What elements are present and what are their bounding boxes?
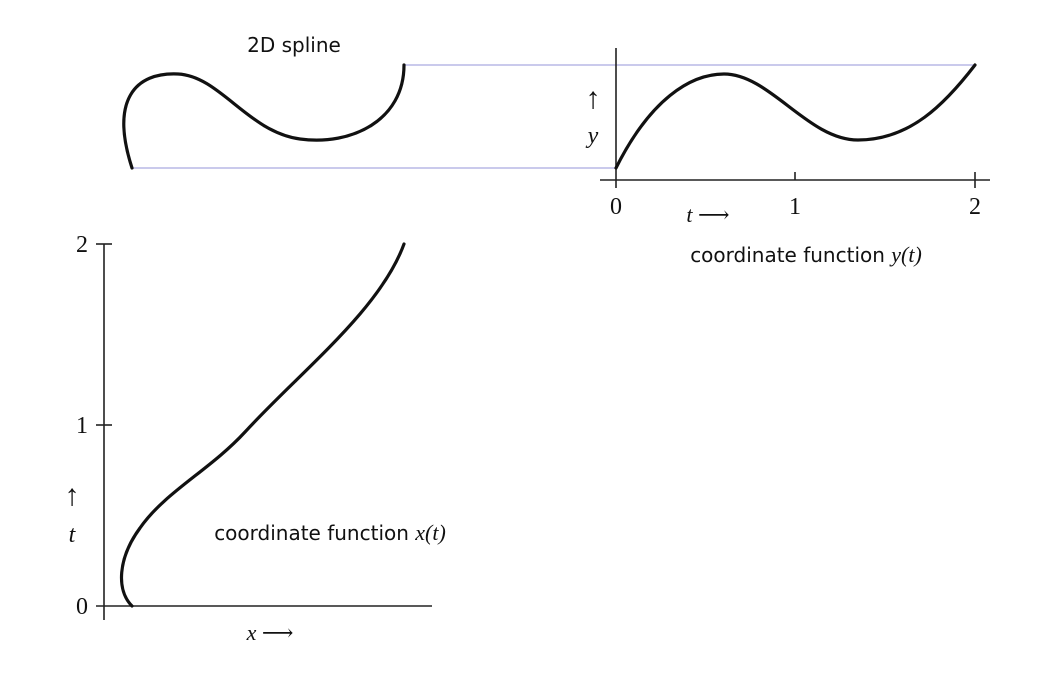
y-of-t-curve <box>616 65 975 168</box>
t-up-arrow-icon: ↑ <box>65 479 80 512</box>
x-tick-label-0: 0 <box>76 594 88 620</box>
x-axis-label: x ⟶ <box>246 620 294 645</box>
x-of-t-curve <box>122 244 404 606</box>
spline-title: 2D spline <box>247 33 341 57</box>
t-tick-label-0: 0 <box>610 194 622 220</box>
y-axis-label: y <box>586 123 599 149</box>
y-up-arrow-icon: ↑ <box>586 82 601 115</box>
t-axis-label-left: t <box>69 522 77 548</box>
x-tick-label-1: 1 <box>76 413 88 439</box>
x-tick-label-2: 2 <box>76 232 88 258</box>
x-caption: coordinate function x(t) <box>214 520 446 545</box>
t-tick-label-2: 2 <box>969 194 981 220</box>
t-tick-label-1: 1 <box>789 194 801 220</box>
spline-curve <box>124 65 404 168</box>
y-caption: coordinate function y(t) <box>690 242 922 267</box>
t-axis-label: t ⟶ <box>686 202 729 227</box>
